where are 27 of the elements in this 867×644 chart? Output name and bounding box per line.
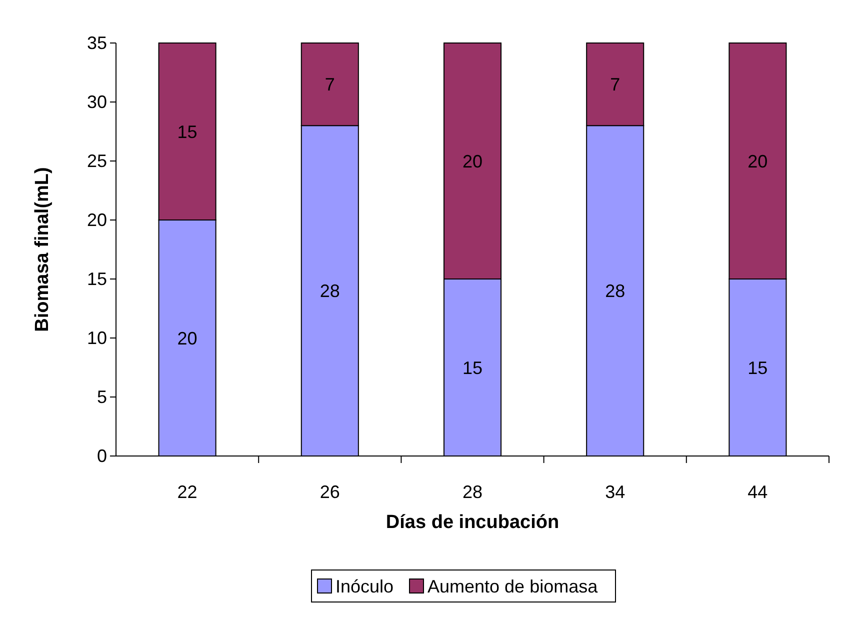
data-label: 20 (748, 151, 768, 172)
data-label: 7 (324, 74, 335, 95)
data-label: 20 (462, 151, 483, 172)
data-label: 7 (610, 74, 620, 95)
y-axis-title: Biomasa final(mL) (32, 167, 53, 332)
y-tick-label: 25 (86, 150, 107, 171)
y-tick-label: 5 (96, 386, 107, 407)
y-tick-label: 35 (86, 32, 107, 53)
y-tick-label: 0 (96, 446, 107, 466)
x-axis-title: Días de incubación (386, 512, 560, 533)
data-label: 15 (177, 122, 198, 142)
x-tick-label: 26 (320, 482, 340, 502)
x-tick-label: 28 (462, 482, 483, 502)
data-label: 28 (605, 281, 626, 302)
legend-label: Aumento de biomasa (428, 576, 599, 596)
data-label: 20 (177, 328, 198, 348)
data-label: 15 (462, 358, 483, 378)
y-tick-label: 30 (86, 92, 107, 112)
data-label: 15 (748, 358, 768, 378)
x-tick-label: 34 (605, 482, 626, 502)
y-tick-label: 15 (86, 268, 107, 289)
y-tick-label: 10 (86, 328, 107, 348)
x-tick-label: 22 (177, 482, 198, 502)
y-tick-label: 20 (86, 210, 107, 230)
x-tick-label: 44 (748, 482, 768, 502)
legend-label: Inóculo (336, 576, 394, 596)
data-label: 28 (320, 281, 340, 302)
